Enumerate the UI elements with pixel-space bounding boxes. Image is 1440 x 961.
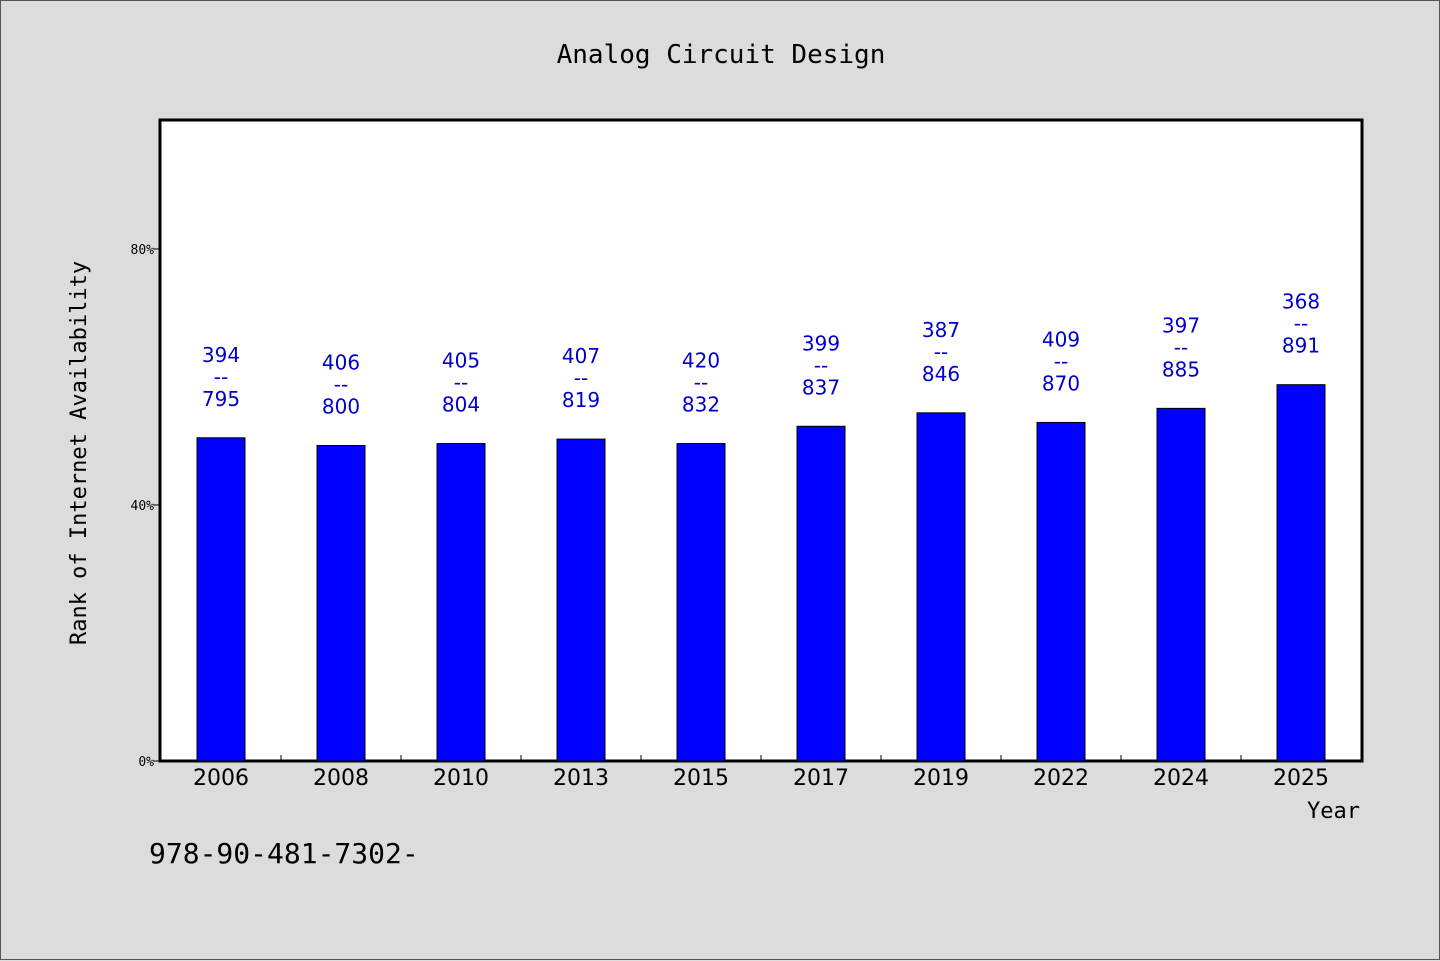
x-tick-label: 2015 bbox=[673, 766, 729, 791]
bar-label-separator: -- bbox=[1174, 335, 1188, 359]
x-tick-label: 2017 bbox=[793, 766, 849, 791]
labels-layer: 2006795--3942008800--4062010804--4052013… bbox=[193, 290, 1329, 791]
bar-label-bottom: 795 bbox=[202, 387, 240, 411]
bar-label-separator: -- bbox=[814, 353, 828, 377]
x-tick-label: 2013 bbox=[553, 766, 609, 791]
bar-2010 bbox=[436, 443, 486, 762]
footer-isbn: 978-90-481-7302- bbox=[149, 837, 419, 870]
bar-label-separator: -- bbox=[214, 365, 228, 389]
bar-label-separator: -- bbox=[694, 371, 708, 395]
x-tick-label: 2022 bbox=[1033, 766, 1089, 791]
bar-label-top: 407 bbox=[562, 344, 600, 368]
bar-label-bottom: 832 bbox=[682, 393, 720, 417]
bar-2017 bbox=[796, 425, 846, 762]
bar-label-bottom: 819 bbox=[562, 388, 600, 412]
bar-label-top: 387 bbox=[922, 318, 960, 342]
bar-label-separator: -- bbox=[934, 340, 948, 364]
bar-label-separator: -- bbox=[334, 372, 348, 396]
bar-label-top: 368 bbox=[1282, 290, 1320, 314]
x-tick-label: 2008 bbox=[313, 766, 369, 791]
bar-label-bottom: 891 bbox=[1282, 334, 1320, 358]
x-tick-label: 2010 bbox=[433, 766, 489, 791]
chart-title: Analog Circuit Design bbox=[557, 40, 886, 70]
bar-label-top: 399 bbox=[802, 331, 840, 355]
bar-label-bottom: 885 bbox=[1162, 357, 1200, 381]
bar-2025 bbox=[1276, 384, 1326, 762]
bar-label-bottom: 846 bbox=[922, 362, 960, 386]
bar-label-top: 397 bbox=[1162, 313, 1200, 337]
bar-label-top: 409 bbox=[1042, 327, 1080, 351]
bar-2019 bbox=[916, 412, 966, 762]
bar-2022 bbox=[1036, 421, 1086, 762]
bars-layer bbox=[196, 384, 1326, 762]
bar-2013 bbox=[556, 438, 606, 762]
bar-2006 bbox=[196, 437, 246, 762]
bar-2008 bbox=[316, 444, 366, 762]
x-tick-label: 2006 bbox=[193, 766, 249, 791]
bar-label-bottom: 804 bbox=[442, 393, 480, 417]
bar-label-separator: -- bbox=[454, 371, 468, 395]
y-tick-label: 0% bbox=[138, 755, 154, 770]
bar-2024 bbox=[1156, 407, 1206, 762]
bar-label-top: 394 bbox=[202, 343, 240, 367]
bar-label-separator: -- bbox=[574, 366, 588, 390]
x-tick-label: 2019 bbox=[913, 766, 969, 791]
bar-label-top: 406 bbox=[322, 350, 360, 374]
y-tick-label: 80% bbox=[131, 243, 155, 258]
bar-label-top: 420 bbox=[682, 349, 720, 373]
bar-label-bottom: 800 bbox=[322, 394, 360, 418]
y-tick-label: 40% bbox=[131, 499, 155, 514]
bar-2015 bbox=[676, 443, 726, 762]
bar-label-separator: -- bbox=[1294, 312, 1308, 336]
bar-label-separator: -- bbox=[1054, 349, 1068, 373]
bar-label-bottom: 870 bbox=[1042, 371, 1080, 395]
y-axis-title: Rank of Internet Availability bbox=[67, 261, 92, 645]
bar-label-bottom: 837 bbox=[802, 375, 840, 399]
x-axis-title: Year bbox=[1307, 799, 1360, 824]
bar-label-top: 405 bbox=[442, 349, 480, 373]
x-tick-label: 2025 bbox=[1273, 766, 1329, 791]
axes-layer: 0% 40% 80% bbox=[131, 243, 1242, 770]
x-tick-label: 2024 bbox=[1153, 766, 1209, 791]
